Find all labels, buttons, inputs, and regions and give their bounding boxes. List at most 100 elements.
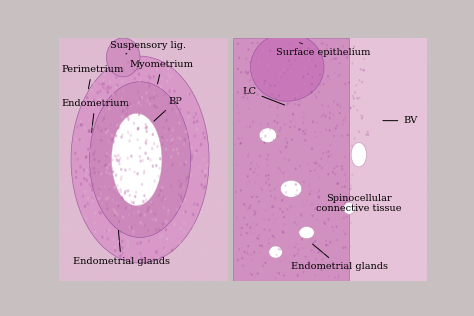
Circle shape — [204, 174, 207, 178]
Circle shape — [321, 104, 323, 106]
Circle shape — [111, 158, 113, 161]
Circle shape — [315, 96, 317, 98]
Circle shape — [173, 129, 175, 132]
Circle shape — [271, 206, 273, 208]
Circle shape — [311, 59, 313, 62]
Circle shape — [180, 227, 182, 230]
Circle shape — [169, 76, 171, 79]
Circle shape — [244, 190, 246, 192]
Circle shape — [343, 229, 345, 231]
Circle shape — [328, 78, 331, 81]
Circle shape — [112, 87, 115, 90]
Circle shape — [290, 277, 292, 279]
Circle shape — [307, 163, 309, 165]
Circle shape — [144, 213, 146, 217]
Circle shape — [183, 143, 185, 146]
Circle shape — [155, 228, 158, 232]
Circle shape — [353, 46, 355, 48]
Circle shape — [100, 129, 102, 132]
Circle shape — [267, 245, 269, 247]
Circle shape — [333, 207, 335, 210]
Circle shape — [289, 126, 291, 128]
Circle shape — [104, 164, 106, 167]
Circle shape — [102, 85, 104, 89]
Circle shape — [262, 131, 264, 133]
Circle shape — [319, 155, 321, 157]
Circle shape — [286, 104, 288, 106]
Circle shape — [285, 53, 287, 55]
Circle shape — [86, 173, 88, 176]
Circle shape — [245, 71, 247, 73]
Circle shape — [153, 258, 155, 261]
Circle shape — [329, 112, 331, 114]
Circle shape — [120, 96, 123, 100]
Circle shape — [240, 234, 242, 236]
Circle shape — [322, 157, 324, 159]
Circle shape — [260, 187, 262, 189]
Circle shape — [315, 258, 317, 260]
Circle shape — [287, 179, 289, 182]
Circle shape — [173, 223, 176, 226]
Circle shape — [91, 199, 94, 203]
Circle shape — [270, 217, 272, 220]
Circle shape — [344, 136, 346, 138]
Circle shape — [84, 204, 86, 208]
Circle shape — [267, 154, 269, 156]
Circle shape — [315, 64, 317, 67]
Circle shape — [336, 124, 338, 127]
Circle shape — [316, 259, 318, 262]
Circle shape — [113, 214, 116, 217]
Circle shape — [126, 112, 128, 115]
Circle shape — [237, 137, 240, 140]
Circle shape — [332, 171, 334, 173]
Circle shape — [116, 83, 118, 87]
Circle shape — [195, 112, 197, 116]
Circle shape — [112, 140, 115, 144]
Circle shape — [207, 163, 210, 166]
Circle shape — [267, 64, 269, 66]
Circle shape — [183, 211, 185, 214]
Circle shape — [267, 143, 269, 146]
Circle shape — [185, 179, 187, 182]
Circle shape — [237, 258, 239, 261]
Circle shape — [317, 191, 319, 194]
Circle shape — [350, 185, 352, 187]
Circle shape — [286, 132, 288, 135]
Circle shape — [281, 76, 283, 78]
Circle shape — [82, 195, 84, 198]
Circle shape — [286, 145, 288, 148]
Circle shape — [333, 58, 335, 60]
Circle shape — [147, 229, 149, 232]
Circle shape — [80, 123, 82, 126]
Circle shape — [92, 152, 95, 156]
Circle shape — [103, 235, 105, 238]
Circle shape — [243, 91, 245, 94]
Circle shape — [253, 171, 255, 173]
Circle shape — [196, 203, 199, 206]
Circle shape — [320, 269, 322, 271]
Circle shape — [313, 162, 315, 164]
Circle shape — [195, 154, 197, 157]
Circle shape — [107, 91, 109, 94]
Circle shape — [92, 106, 94, 109]
Circle shape — [82, 215, 84, 218]
Circle shape — [248, 180, 250, 183]
Circle shape — [88, 198, 91, 202]
Circle shape — [273, 139, 274, 141]
Circle shape — [185, 161, 187, 164]
Circle shape — [272, 205, 273, 208]
Circle shape — [346, 216, 347, 218]
Circle shape — [278, 183, 280, 185]
Circle shape — [102, 113, 104, 116]
Circle shape — [285, 137, 287, 139]
Circle shape — [109, 187, 111, 191]
Circle shape — [144, 224, 146, 227]
Circle shape — [237, 91, 239, 94]
Circle shape — [145, 151, 146, 155]
Circle shape — [342, 123, 344, 125]
Circle shape — [170, 185, 172, 188]
Circle shape — [246, 252, 248, 254]
Circle shape — [269, 50, 271, 52]
Circle shape — [256, 251, 258, 253]
Circle shape — [246, 223, 248, 226]
